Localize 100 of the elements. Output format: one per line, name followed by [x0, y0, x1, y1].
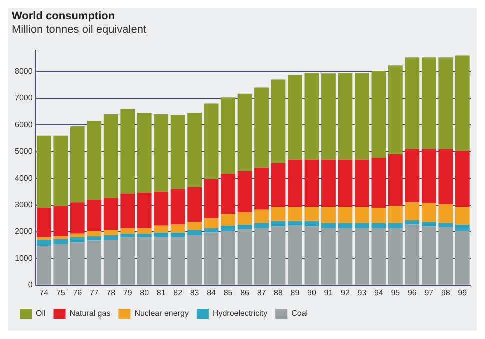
bar	[36, 240, 52, 246]
x-tick-label: 82	[174, 288, 184, 298]
x-tick-label: 85	[224, 288, 234, 298]
x-tick-label: 97	[424, 288, 434, 298]
bar	[438, 149, 454, 204]
bar	[254, 168, 269, 210]
bar	[104, 198, 118, 230]
bar	[372, 158, 386, 208]
bar	[388, 223, 403, 229]
bar	[422, 203, 436, 222]
x-tick-label: 98	[441, 288, 451, 298]
bar	[188, 113, 202, 188]
bar	[355, 223, 370, 229]
bar	[238, 94, 252, 172]
bar	[322, 74, 336, 160]
x-tick-label: 88	[274, 288, 284, 298]
bar	[120, 109, 136, 194]
bar	[170, 115, 186, 190]
bar	[422, 58, 436, 150]
bar	[372, 228, 386, 285]
y-tick-label: 2000	[15, 227, 34, 236]
bar	[422, 149, 436, 204]
y-tick-label: 3000	[15, 200, 34, 210]
bar	[221, 174, 236, 214]
bar	[87, 231, 102, 237]
y-tick-label: 0	[28, 280, 34, 290]
x-tick-label: 86	[240, 288, 250, 298]
bar	[104, 235, 118, 240]
x-tick-label: 83	[190, 288, 200, 298]
bar	[355, 73, 370, 160]
bar	[137, 237, 152, 285]
bar	[271, 163, 286, 208]
bar	[288, 226, 302, 285]
bar	[87, 200, 102, 232]
bar	[405, 149, 420, 203]
bar	[137, 192, 152, 229]
bar	[204, 232, 219, 285]
bar	[338, 160, 353, 208]
bar	[188, 187, 202, 222]
bar	[104, 114, 118, 198]
bar	[405, 202, 420, 221]
bar	[322, 228, 336, 285]
bar	[36, 237, 52, 240]
bar	[70, 242, 85, 285]
bar	[188, 222, 202, 230]
bar	[304, 73, 320, 160]
bar	[154, 114, 169, 192]
bar	[104, 230, 118, 236]
legend-label: Natural gas	[70, 309, 111, 318]
bar	[254, 88, 269, 168]
bar	[204, 218, 219, 229]
bar	[304, 207, 320, 222]
bar	[238, 224, 252, 230]
bar	[455, 224, 470, 232]
bar	[422, 222, 436, 227]
bar	[271, 226, 286, 285]
bar	[54, 244, 68, 285]
bar	[238, 229, 252, 285]
bar	[120, 194, 136, 229]
y-tick-label: 1000	[15, 254, 34, 263]
bar	[120, 237, 136, 285]
bar	[221, 214, 236, 226]
x-tick-label: 81	[156, 288, 166, 298]
x-tick-label: 90	[308, 288, 317, 298]
y-tick-label: 5000	[15, 147, 34, 156]
x-tick-label: 74	[40, 288, 50, 298]
y-tick-label: 6000	[15, 120, 34, 130]
x-tick-label: 94	[374, 288, 384, 298]
bar	[36, 246, 52, 285]
bar	[238, 171, 252, 212]
bar	[288, 207, 302, 222]
bar	[70, 126, 85, 203]
bar	[54, 239, 68, 245]
x-tick-label: 95	[391, 288, 401, 298]
x-tick-label: 76	[73, 288, 83, 298]
bar	[70, 237, 85, 243]
y-tick-label: 4000	[15, 174, 34, 183]
bar	[154, 237, 169, 285]
bar	[87, 121, 102, 200]
bar	[322, 207, 336, 224]
bar	[36, 136, 52, 208]
bar	[405, 224, 420, 285]
bar	[204, 179, 219, 219]
bar	[54, 136, 68, 206]
bar	[355, 160, 370, 208]
bar	[70, 234, 85, 238]
bar	[304, 160, 320, 208]
x-tick-label: 93	[358, 288, 368, 298]
bar	[54, 236, 68, 240]
bar	[438, 227, 454, 285]
chart-title: World consumption	[12, 10, 116, 23]
x-tick-label: 79	[123, 288, 133, 298]
bar	[271, 80, 286, 164]
chart-subtitle: Million tonnes oil equivalent	[12, 24, 147, 36]
bar	[204, 228, 219, 233]
bar	[170, 189, 186, 225]
x-tick-label: 96	[408, 288, 418, 298]
bar	[137, 113, 152, 193]
x-tick-label: 99	[458, 288, 468, 298]
bar	[422, 226, 436, 285]
